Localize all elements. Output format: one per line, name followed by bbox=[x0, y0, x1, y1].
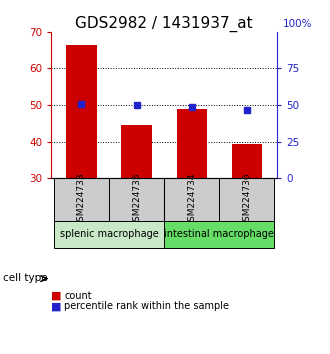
Title: GDS2982 / 1431937_at: GDS2982 / 1431937_at bbox=[75, 16, 253, 32]
Text: cell type: cell type bbox=[3, 273, 48, 283]
Text: GSM224735: GSM224735 bbox=[132, 172, 141, 227]
Bar bbox=[54, 221, 164, 248]
Text: intestinal macrophage: intestinal macrophage bbox=[164, 229, 274, 239]
Text: GSM224736: GSM224736 bbox=[242, 172, 251, 227]
Text: GSM224733: GSM224733 bbox=[77, 172, 86, 227]
Bar bbox=[164, 178, 219, 221]
Text: count: count bbox=[64, 291, 92, 301]
Text: ■: ■ bbox=[51, 291, 62, 301]
Bar bbox=[177, 109, 207, 178]
Text: percentile rank within the sample: percentile rank within the sample bbox=[64, 301, 229, 311]
Bar bbox=[66, 45, 97, 178]
Text: ■: ■ bbox=[51, 301, 62, 311]
Bar bbox=[164, 221, 275, 248]
Bar bbox=[54, 178, 109, 221]
Bar bbox=[219, 178, 275, 221]
Text: 100%: 100% bbox=[283, 19, 312, 29]
Bar bbox=[232, 144, 262, 178]
Text: splenic macrophage: splenic macrophage bbox=[60, 229, 158, 239]
Bar bbox=[109, 178, 164, 221]
Bar bbox=[121, 125, 152, 178]
Text: GSM224734: GSM224734 bbox=[187, 172, 196, 227]
